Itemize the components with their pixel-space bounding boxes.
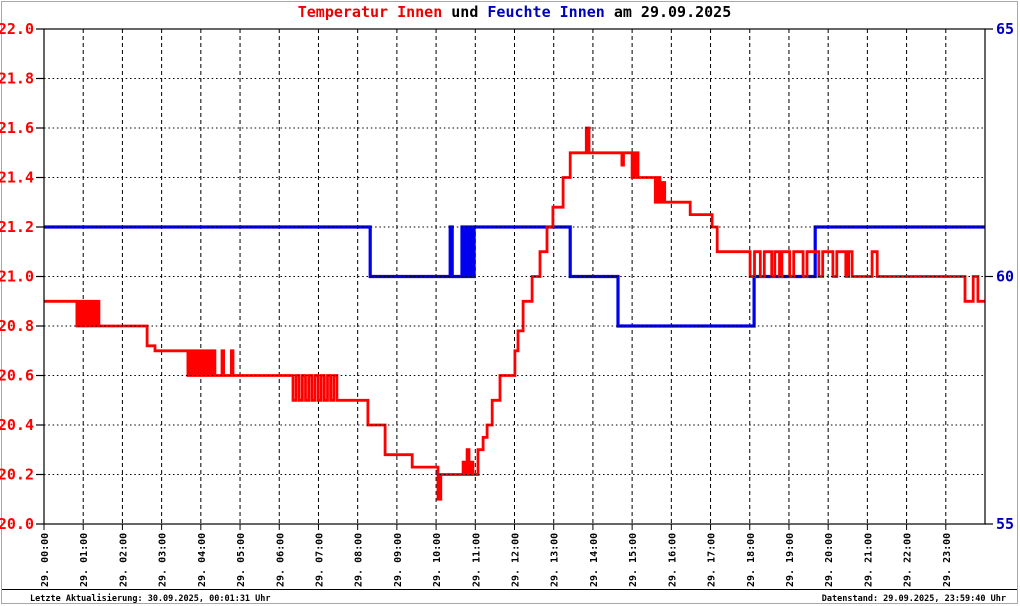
y-right-label: 55 xyxy=(996,515,1014,533)
chart-title: Temperatur Innen und Feuchte Innen am 29… xyxy=(44,3,985,21)
y-left-label: 20.0 xyxy=(0,515,34,533)
y-left-label: 20.8 xyxy=(0,317,34,335)
y-left-label: 21.2 xyxy=(0,218,34,236)
y-left-label: 21.6 xyxy=(0,119,34,137)
y-left-label: 21.0 xyxy=(0,268,34,286)
y-left-label: 20.6 xyxy=(0,367,34,385)
x-axis-label: 29. 23:00 xyxy=(942,533,953,587)
y-left-label: 20.2 xyxy=(0,466,34,484)
x-axis-label: 29. 16:00 xyxy=(667,533,678,587)
x-axis-label: 29. 04:00 xyxy=(197,533,208,587)
x-axis-label: 29. 17:00 xyxy=(707,533,718,587)
x-axis-label: 29. 02:00 xyxy=(118,533,129,587)
title-connector: und xyxy=(442,3,488,21)
x-axis-label: 29. 18:00 xyxy=(746,533,757,587)
x-axis-label: 29. 01:00 xyxy=(79,533,90,587)
x-axis-label: 29. 20:00 xyxy=(824,533,835,587)
y-left-label: 20.4 xyxy=(0,416,34,434)
x-axis-label: 29. 05:00 xyxy=(236,533,247,587)
y-left-label: 21.8 xyxy=(0,70,34,88)
x-axis-label: 29. 10:00 xyxy=(432,533,443,587)
last-update-text: Letzte Aktualisierung: 30.09.2025, 00:01… xyxy=(30,594,271,604)
x-axis-label: 29. 09:00 xyxy=(393,533,404,587)
x-axis-label: 29. 11:00 xyxy=(471,533,482,587)
x-axis-label: 29. 03:00 xyxy=(158,533,169,587)
data-state-text: Datenstand: 29.09.2025, 23:59:40 Uhr xyxy=(821,594,1006,604)
y-right-label: 60 xyxy=(996,268,1014,286)
x-axis-label: 29. 00:00 xyxy=(40,533,51,587)
x-axis-label: 29. 08:00 xyxy=(354,533,365,587)
y-right-label: 65 xyxy=(996,20,1014,38)
x-axis-label: 29. 15:00 xyxy=(628,533,639,587)
title-temperature-label: Temperatur Innen xyxy=(297,3,443,21)
title-humidity-label: Feuchte Innen xyxy=(487,3,605,21)
x-axis-label: 29. 19:00 xyxy=(785,533,796,587)
title-date: am 29.09.2025 xyxy=(604,3,732,21)
x-axis-label: 29. 06:00 xyxy=(275,533,286,587)
status-bar: Letzte Aktualisierung: 30.09.2025, 00:01… xyxy=(0,590,1020,606)
x-axis-label: 29. 12:00 xyxy=(511,533,522,587)
x-axis-label: 29. 22:00 xyxy=(903,533,914,587)
y-left-label: 22.0 xyxy=(0,20,34,38)
plot-frame xyxy=(43,28,986,525)
x-axis-label: 29. 14:00 xyxy=(589,533,600,587)
x-axis-label: 29. 21:00 xyxy=(863,533,874,587)
x-axis-label: 29. 13:00 xyxy=(550,533,561,587)
x-axis-label: 29. 07:00 xyxy=(314,533,325,587)
y-left-label: 21.4 xyxy=(0,169,34,187)
